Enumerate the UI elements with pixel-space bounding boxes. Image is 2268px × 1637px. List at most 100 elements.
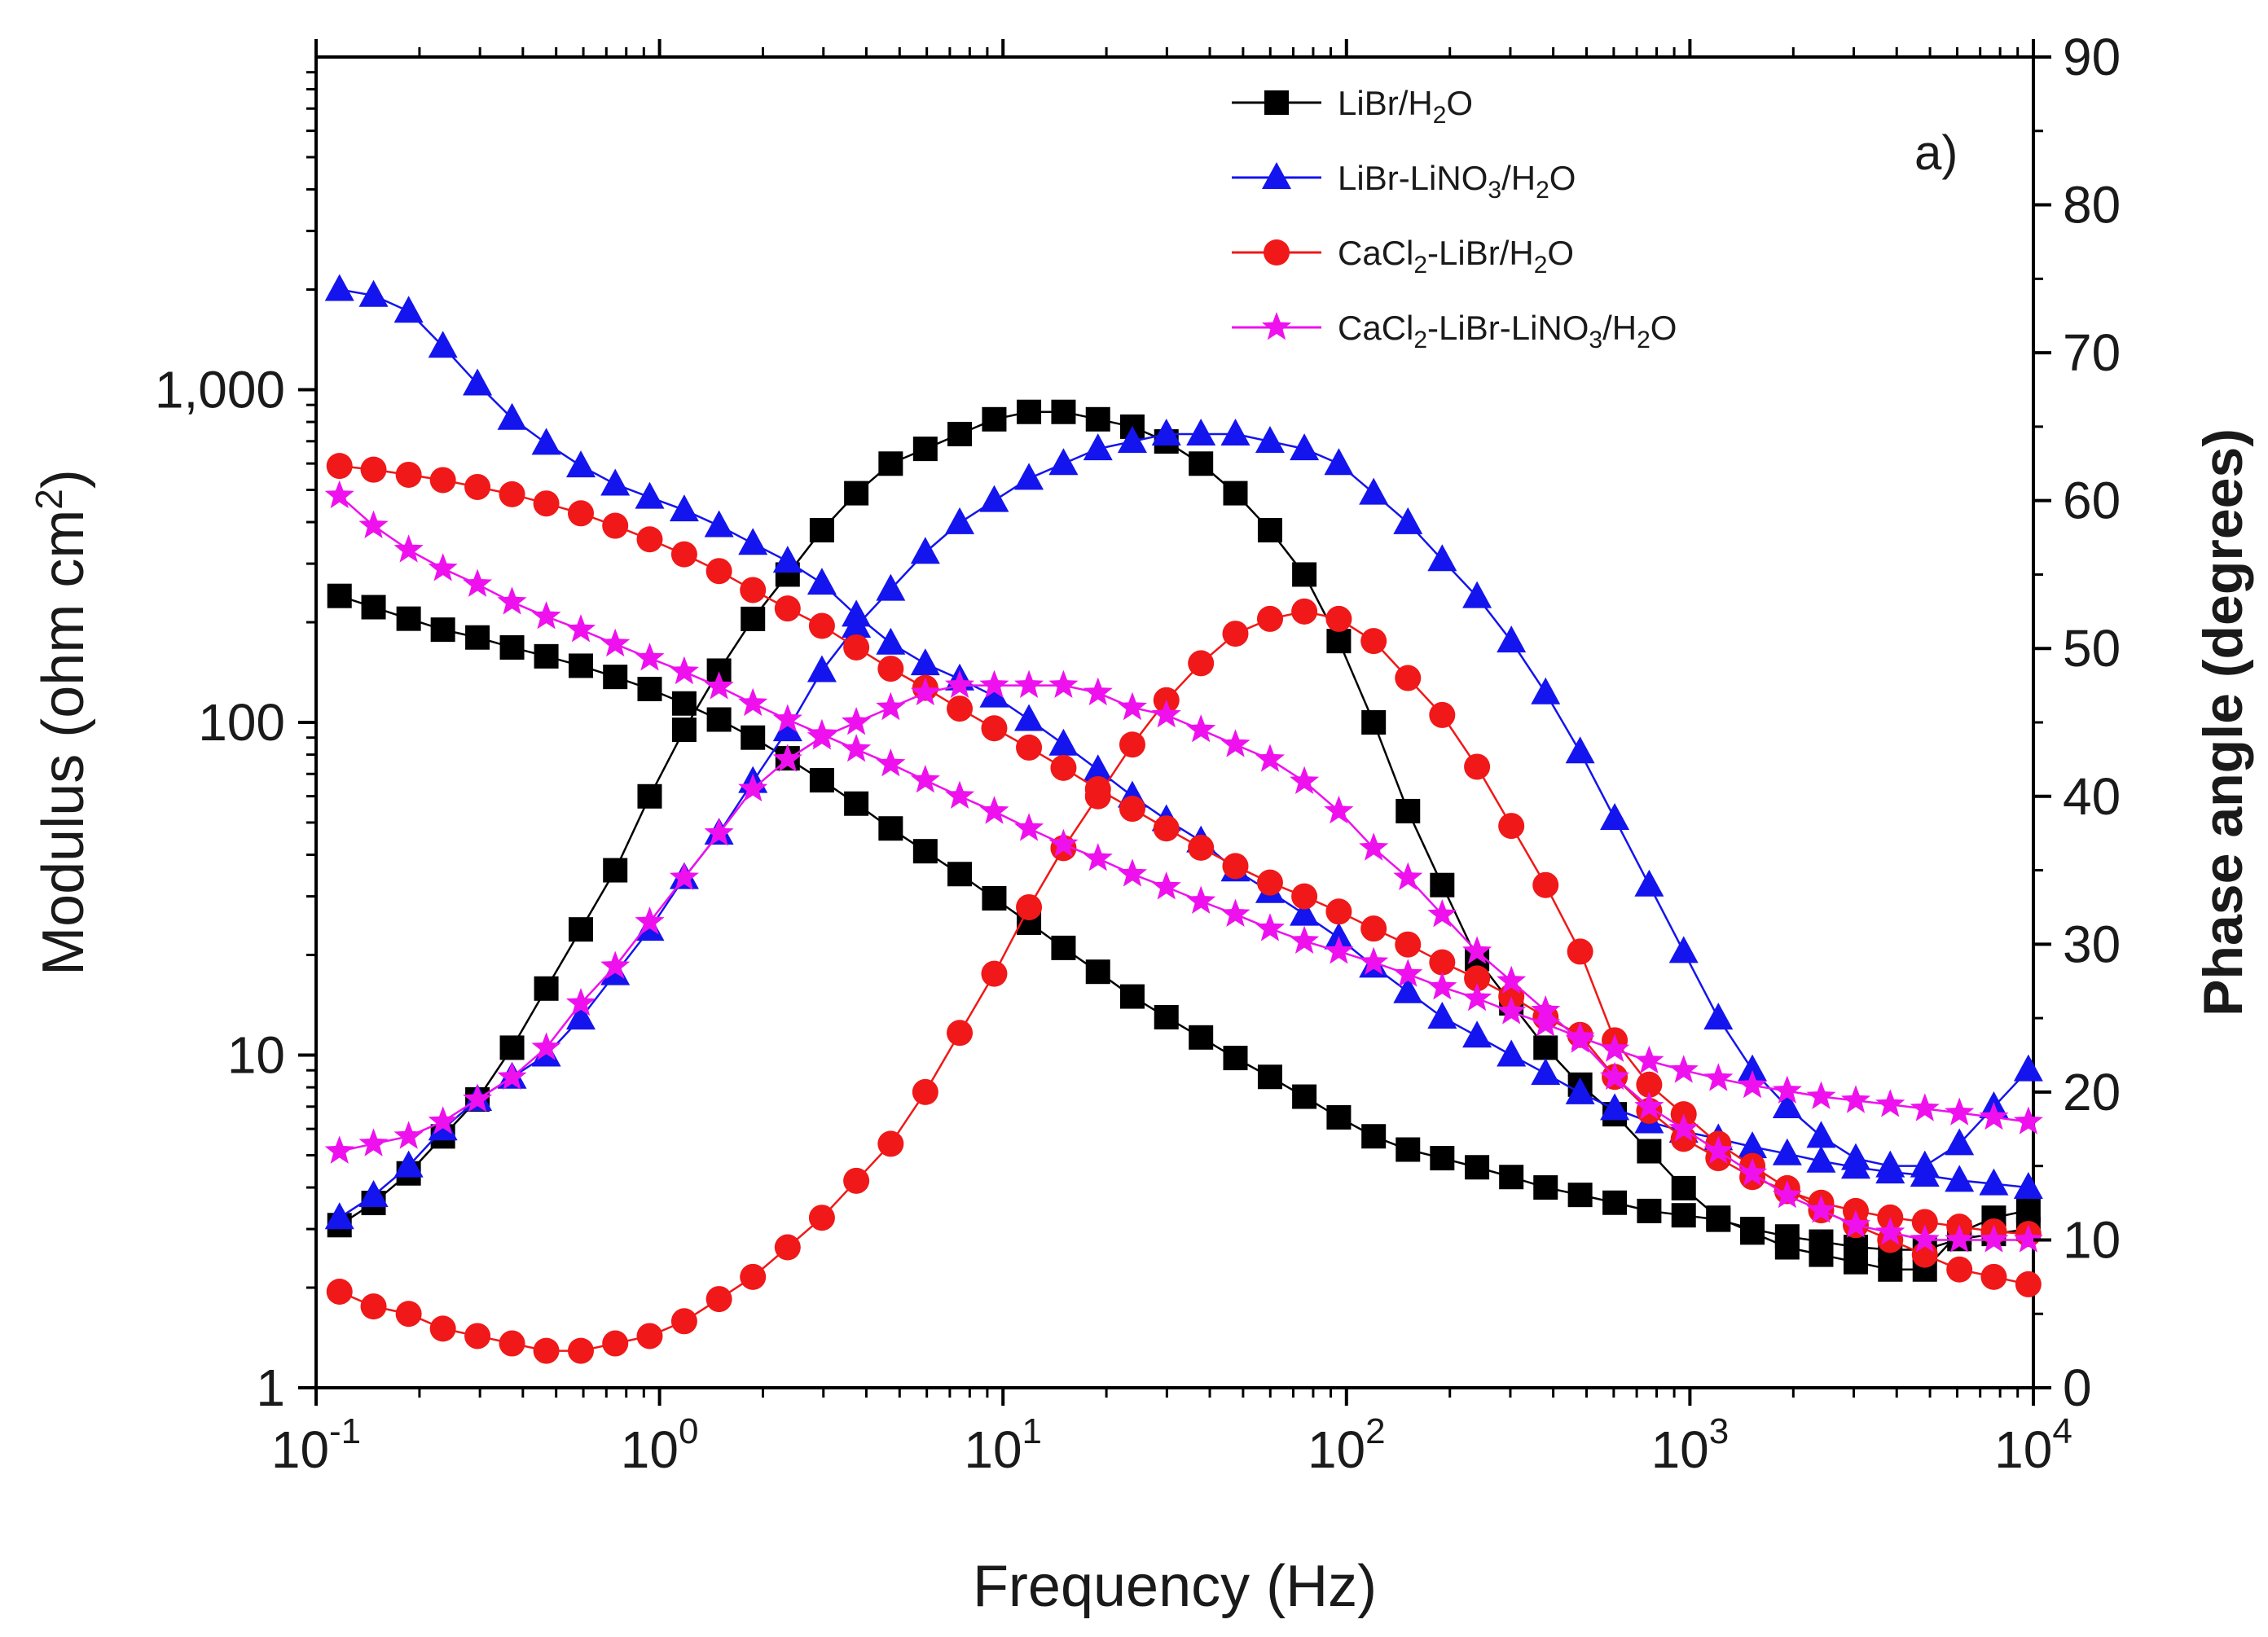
modulus-point: [1396, 1137, 1421, 1162]
modulus-point: [1840, 1085, 1870, 1113]
modulus-point: [1393, 959, 1423, 987]
phase-point: [1806, 1121, 1836, 1148]
phase-point: [497, 1061, 527, 1091]
modulus-point: [1772, 1138, 1802, 1165]
phase-point: [1396, 798, 1421, 823]
modulus-point: [979, 796, 1009, 824]
phase-point: [670, 1308, 697, 1335]
modulus-point: [669, 656, 699, 685]
phase-point: [1257, 517, 1282, 542]
phase-point: [1910, 1224, 1940, 1253]
phase-point: [1809, 1242, 1834, 1267]
y-right-tick-label: 90: [2063, 28, 2121, 86]
legend-text-part: LiBr-LiNO: [1338, 159, 1488, 197]
legend-label: CaCl2-LiBr/H2O: [1338, 234, 1574, 279]
phase-point: [1290, 433, 1320, 461]
phase-point: [324, 1135, 354, 1164]
modulus-point: [1429, 949, 1456, 976]
modulus-point: [324, 480, 354, 509]
modulus-point: [2013, 1106, 2043, 1134]
phase-point: [1637, 1139, 1662, 1164]
modulus-point: [738, 687, 768, 717]
phase-point: [1740, 1220, 1765, 1245]
modulus-point: [1671, 1203, 1696, 1228]
phase-point: [1359, 477, 1389, 505]
phase-point: [565, 988, 596, 1016]
legend-item-2: LiBr-LiNO3/H2O: [1232, 159, 1576, 204]
modulus-point: [1151, 871, 1181, 900]
legend-subscript: 2: [1433, 102, 1447, 129]
phase-point: [1945, 1224, 1975, 1253]
phase-point: [1292, 562, 1317, 587]
phase-point: [1671, 1175, 1696, 1200]
legend-marker: [1262, 162, 1291, 189]
modulus-point: [1738, 1069, 1768, 1099]
x-tick-exponent: 2: [1365, 1411, 1385, 1451]
legend-item-3: CaCl2-LiBr/H2O: [1232, 234, 1574, 279]
y-right-tick-label: 30: [2063, 915, 2121, 973]
phase-point: [912, 1078, 938, 1105]
phase-point: [772, 714, 802, 742]
modulus-point: [876, 748, 906, 777]
phase-point: [395, 1301, 422, 1328]
phase-point: [326, 1278, 353, 1305]
phase-point: [534, 976, 559, 1001]
legend-subscript: 2: [1413, 327, 1427, 353]
phase-point: [324, 1202, 354, 1230]
modulus-point: [1048, 728, 1079, 756]
left-axis-title-superscript: 2: [28, 489, 70, 510]
y-left-tick-label: 100: [198, 693, 285, 752]
modulus-point: [1602, 1190, 1628, 1215]
modulus-point: [1911, 1209, 1938, 1235]
modulus-point: [877, 656, 904, 682]
modulus-point: [1014, 813, 1044, 841]
modulus-point: [1427, 1001, 1457, 1029]
modulus-point: [1668, 1055, 1699, 1083]
legend-marker: [1264, 90, 1289, 115]
modulus-point: [1223, 1046, 1248, 1071]
modulus-point: [1255, 913, 1285, 941]
phase-point: [1186, 714, 1216, 743]
phase-point: [1151, 699, 1181, 728]
series-modulus-line: [339, 288, 2028, 1189]
modulus-point: [1083, 843, 1113, 871]
y-left-tick-label: 1,000: [155, 361, 285, 419]
x-tick-exponent: -1: [329, 1411, 361, 1451]
phase-point: [1979, 1224, 2009, 1253]
modulus-point: [876, 627, 906, 655]
phase-point: [912, 437, 938, 462]
legend-text-part: CaCl: [1338, 234, 1413, 272]
modulus-point: [1188, 834, 1215, 861]
legend-marker: [1264, 239, 1290, 266]
phase-point: [602, 1330, 629, 1357]
phase-point: [1255, 744, 1285, 772]
phase-point: [1498, 813, 1525, 840]
phase-point: [1738, 1157, 1768, 1187]
legend-subscript: 2: [1534, 252, 1548, 279]
phase-point: [1634, 869, 1664, 897]
phase-point: [1600, 803, 1630, 831]
modulus-point: [1806, 1145, 1836, 1173]
phase-point: [1324, 448, 1354, 476]
modulus-point: [910, 765, 940, 793]
modulus-point: [465, 625, 490, 650]
modulus-point: [429, 467, 456, 494]
phase-point: [808, 1205, 835, 1231]
x-tick-base: 10: [271, 1420, 329, 1479]
modulus-point: [463, 368, 493, 396]
phase-point: [1634, 1091, 1664, 1120]
modulus-point: [463, 568, 493, 597]
phase-point: [2015, 1271, 2042, 1297]
modulus-point: [1395, 931, 1422, 958]
y-right-tick-label: 0: [2063, 1358, 2092, 1417]
phase-point: [358, 1179, 389, 1207]
modulus-point: [1051, 935, 1076, 960]
phase-point: [1565, 1025, 1595, 1053]
left-axis-title: Modulus (ohm cm2): [28, 469, 96, 976]
phase-point: [1051, 399, 1076, 424]
modulus-point: [1119, 796, 1145, 823]
modulus-point: [705, 558, 732, 585]
modulus-point: [568, 653, 593, 678]
phase-point: [807, 722, 837, 750]
phase-point: [2015, 1198, 2041, 1223]
